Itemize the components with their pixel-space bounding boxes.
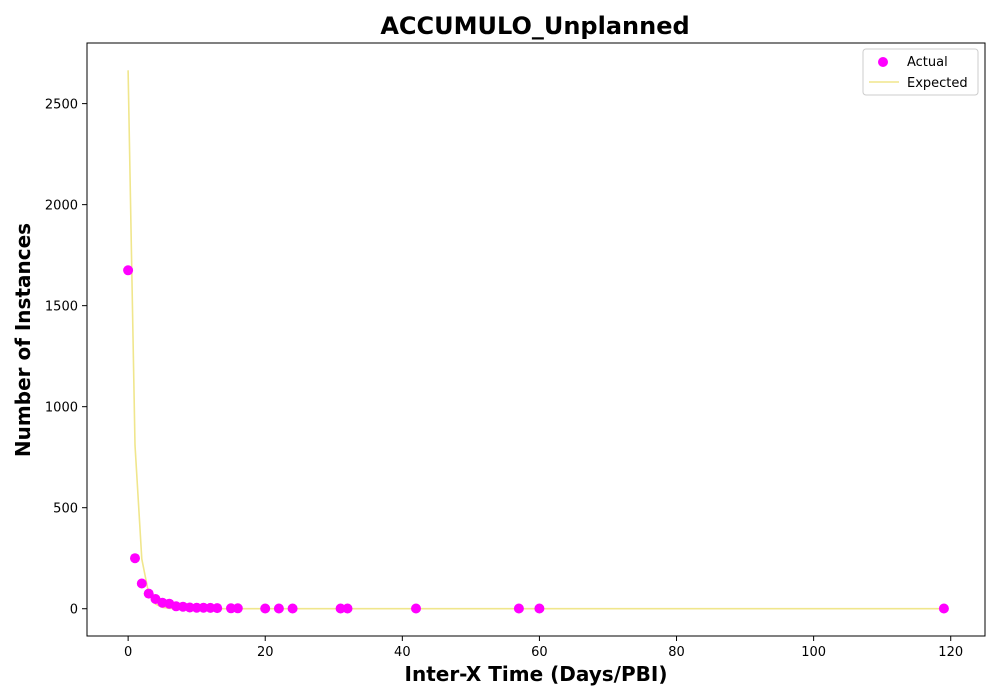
actual-point (335, 603, 346, 614)
actual-point (287, 603, 298, 614)
actual-point (273, 603, 284, 614)
y-axis-ticks: 0 500 1000 1500 2000 2500 (45, 98, 87, 618)
x-tick-label: 0 (124, 645, 132, 660)
actual-point (342, 603, 353, 614)
actual-point (513, 603, 524, 614)
actual-point (411, 603, 421, 614)
y-axis-title: Number of Instances (11, 223, 35, 457)
y-tick-label: 2500 (45, 98, 78, 113)
legend: Actual Expected (862, 48, 979, 96)
actual-point (136, 578, 147, 589)
y-tick-label: 500 (53, 502, 78, 517)
x-axis-title: Inter-X Time (Days/PBI) (405, 662, 668, 686)
actual-point (143, 588, 154, 599)
y-tick-label: 1500 (45, 300, 78, 315)
actual-point (232, 603, 243, 614)
y-tick-label: 0 (70, 603, 78, 618)
actual-point (534, 603, 545, 614)
legend-box (862, 48, 979, 96)
x-tick-label: 40 (394, 645, 411, 660)
x-tick-label: 120 (938, 645, 963, 660)
legend-expected-label: Expected (907, 76, 968, 91)
actual-point (938, 603, 949, 614)
y-tick-label: 2000 (45, 199, 78, 214)
x-tick-label: 20 (257, 645, 274, 660)
expected-series (127, 70, 944, 610)
actual-point (212, 603, 223, 614)
legend-actual-label: Actual (907, 55, 948, 70)
y-tick-label: 1000 (45, 401, 78, 416)
legend-actual-marker (878, 57, 888, 67)
x-tick-label: 60 (531, 645, 548, 660)
plot-frame (86, 42, 986, 637)
actual-point (123, 265, 134, 276)
x-tick-label: 100 (801, 645, 826, 660)
x-tick-label: 80 (668, 645, 685, 660)
x-axis-ticks: 0 20 40 60 80 100 120 (124, 636, 963, 660)
actual-point (260, 603, 271, 614)
expected-line (127, 70, 944, 610)
actual-point (130, 553, 140, 564)
actual-series (123, 265, 949, 614)
chart-title: ACCUMULO_Unplanned (380, 12, 689, 40)
